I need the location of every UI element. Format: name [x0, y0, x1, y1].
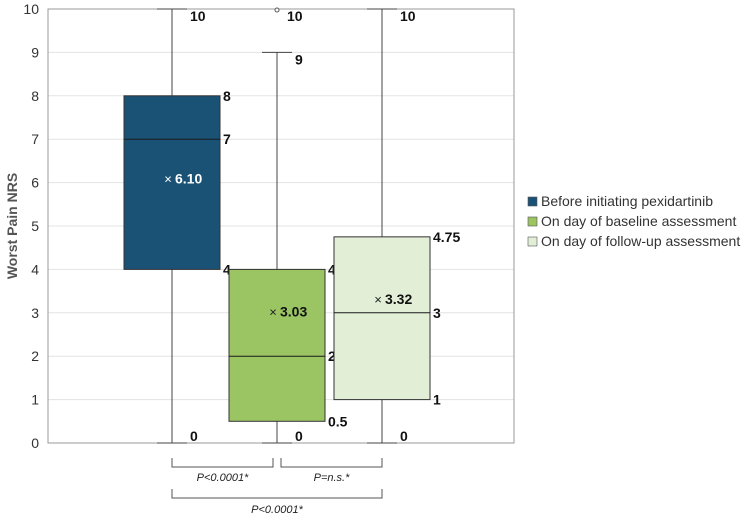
box-iqr	[228, 268, 326, 422]
box-iqr	[123, 95, 221, 270]
y-tick-label: 2	[31, 348, 39, 364]
comparison-pvalue: P<0.0001*	[251, 504, 303, 516]
label-median: 2	[328, 348, 336, 364]
y-tick-label: 6	[31, 175, 39, 191]
label-max: 10	[400, 8, 416, 24]
label-mean: 3.03	[280, 303, 307, 319]
legend-swatch	[527, 236, 538, 247]
label-min: 0	[190, 428, 198, 444]
mean-marker: ×	[269, 304, 277, 319]
y-tick-label: 1	[31, 392, 39, 408]
label-max: 9	[295, 51, 303, 67]
label-outlier: 10	[287, 8, 303, 24]
legend-swatch	[527, 216, 538, 227]
legend-label: Before initiating pexidartinib	[541, 193, 713, 209]
box-iqr	[333, 236, 431, 401]
y-tick-label: 10	[23, 1, 39, 17]
y-tick-label: 0	[31, 435, 39, 451]
mean-marker: ×	[374, 292, 382, 307]
label-mean: 3.32	[385, 291, 412, 307]
label-median: 7	[223, 131, 231, 147]
y-tick-label: 7	[31, 131, 39, 147]
y-tick-label: 9	[31, 44, 39, 60]
outlier-point	[274, 7, 280, 13]
comparison-bracket	[171, 458, 274, 468]
label-q3: 4.75	[433, 229, 460, 245]
comparison-bracket	[280, 458, 383, 468]
label-q3: 8	[223, 88, 231, 104]
comparison-pvalue: P=n.s.*	[314, 472, 350, 484]
label-q1: 1	[433, 392, 441, 408]
legend-label: On day of follow-up assessment	[541, 233, 740, 249]
label-q1: 0.5	[328, 413, 348, 429]
y-tick-label: 5	[31, 218, 39, 234]
y-axis-label: Worst Pain NRS	[4, 173, 20, 279]
label-q1: 4	[223, 261, 231, 277]
comparison-bracket	[171, 489, 383, 499]
comparison-pvalue: P<0.0001*	[197, 472, 249, 484]
y-tick-label: 8	[31, 88, 39, 104]
legend-label: On day of baseline assessment	[541, 213, 736, 229]
label-q3: 4	[328, 261, 336, 277]
label-median: 3	[433, 305, 441, 321]
label-min: 0	[400, 428, 408, 444]
label-mean: 6.10	[175, 170, 202, 186]
legend-swatch	[527, 196, 538, 207]
y-tick-label: 4	[31, 261, 39, 277]
y-tick-label: 3	[31, 305, 39, 321]
mean-marker: ×	[164, 171, 172, 186]
label-min: 0	[295, 428, 303, 444]
label-max: 10	[190, 8, 206, 24]
